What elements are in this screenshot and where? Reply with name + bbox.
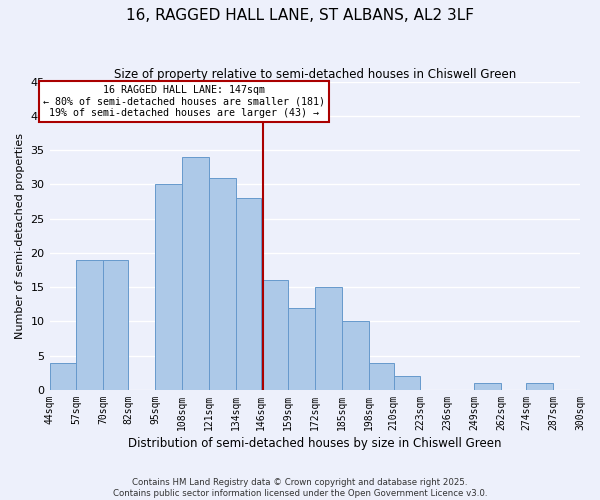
Bar: [261, 280, 288, 390]
Bar: [155, 184, 182, 390]
Text: Contains HM Land Registry data © Crown copyright and database right 2025.
Contai: Contains HM Land Registry data © Crown c…: [113, 478, 487, 498]
Bar: [76, 260, 103, 390]
Bar: [368, 362, 394, 390]
Bar: [526, 383, 553, 390]
Y-axis label: Number of semi-detached properties: Number of semi-detached properties: [15, 133, 25, 339]
Bar: [50, 362, 76, 390]
Bar: [236, 198, 261, 390]
X-axis label: Distribution of semi-detached houses by size in Chiswell Green: Distribution of semi-detached houses by …: [128, 437, 502, 450]
Bar: [103, 260, 128, 390]
Text: 16 RAGGED HALL LANE: 147sqm
← 80% of semi-detached houses are smaller (181)
19% : 16 RAGGED HALL LANE: 147sqm ← 80% of sem…: [43, 85, 325, 118]
Bar: [342, 322, 368, 390]
Bar: [182, 157, 209, 390]
Bar: [580, 383, 600, 390]
Bar: [209, 178, 236, 390]
Title: Size of property relative to semi-detached houses in Chiswell Green: Size of property relative to semi-detach…: [113, 68, 516, 80]
Text: 16, RAGGED HALL LANE, ST ALBANS, AL2 3LF: 16, RAGGED HALL LANE, ST ALBANS, AL2 3LF: [126, 8, 474, 22]
Bar: [315, 287, 342, 390]
Bar: [288, 308, 315, 390]
Bar: [475, 383, 501, 390]
Bar: [394, 376, 421, 390]
